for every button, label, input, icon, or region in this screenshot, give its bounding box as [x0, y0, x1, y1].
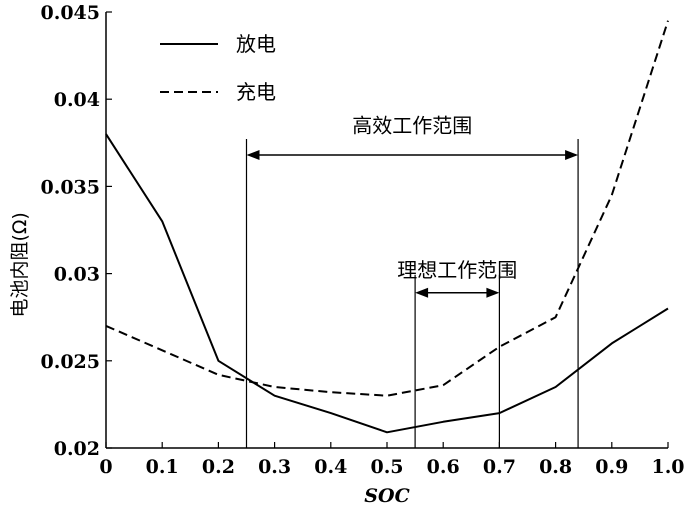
- range-guides: [245, 139, 579, 448]
- x-tick-label: 0.2: [202, 456, 235, 478]
- range-arrow-head-right: [486, 287, 500, 298]
- x-tick-label: 0.5: [370, 456, 403, 478]
- y-tick-label: 0.04: [54, 89, 100, 111]
- x-tick-label: 0.6: [427, 456, 460, 478]
- y-tick-label: 0.03: [54, 264, 100, 286]
- x-tick-label: 0.4: [314, 456, 347, 478]
- range-label: 理想工作范围: [397, 258, 517, 282]
- axes: [105, 12, 668, 449]
- x-tick-label: 0.7: [483, 456, 516, 478]
- x-axis-title: SOC: [364, 485, 409, 507]
- x-tick-label: 0.1: [146, 456, 179, 478]
- x-tick-label: 0.8: [539, 456, 572, 478]
- x-tick-label: 0: [99, 456, 112, 478]
- range-arrow-head-right: [565, 150, 579, 161]
- range-arrow-head-left: [415, 287, 429, 298]
- legend-label: 放电: [236, 32, 276, 56]
- y-axis-title: 电池内阻(Ω): [9, 212, 31, 317]
- ticks: 0 0.1 0.2 0.3 0.4 0.5 0.6 0.7 0.8 0.9 1.0 0.02 0.025…: [41, 2, 685, 478]
- x-tick-label: 1.0: [651, 456, 684, 478]
- y-tick-label: 0.025: [41, 351, 101, 373]
- series-lines: [105, 20, 669, 434]
- legend-label: 充电: [236, 80, 276, 104]
- y-tick-label: 0.035: [41, 176, 101, 198]
- y-tick-label: 0.045: [41, 2, 101, 24]
- series-line-charge: [105, 20, 669, 397]
- x-tick-label: 0.9: [595, 456, 628, 478]
- range-arrow-head-left: [246, 150, 260, 161]
- series-line-discharge: [105, 133, 669, 434]
- y-tick-label: 0.02: [54, 438, 100, 460]
- x-tick-label: 0.3: [258, 456, 291, 478]
- range-label: 高效工作范围: [352, 113, 472, 137]
